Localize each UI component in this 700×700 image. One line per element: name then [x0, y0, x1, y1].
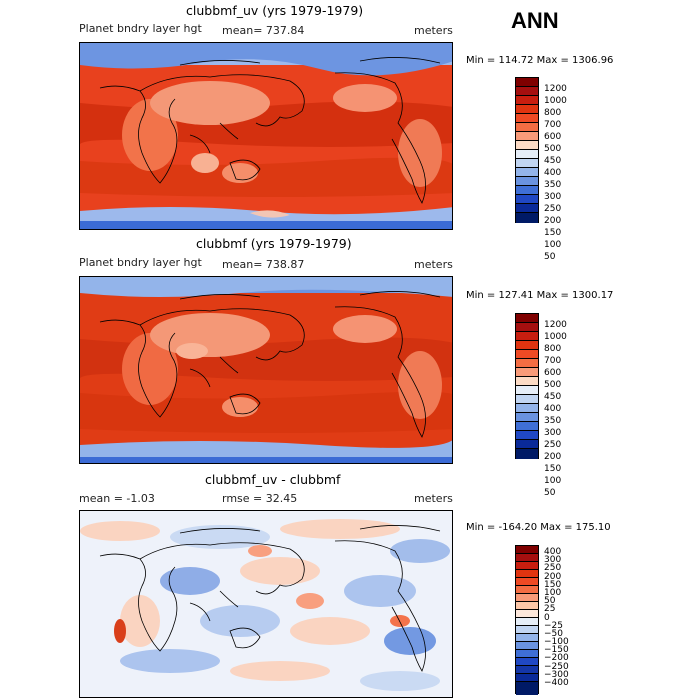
panel1-level: 200 [544, 216, 562, 226]
panel1-map [79, 42, 453, 230]
panel2-level: 450 [544, 392, 562, 402]
panel1-colorbar [515, 77, 539, 223]
panel1-level: 1000 [544, 96, 567, 106]
panel2-level: 100 [544, 476, 562, 486]
panel1-level: 100 [544, 240, 562, 250]
panel3-level: −150 [544, 645, 569, 656]
panel1-variable-label: Planet bndry layer hgt [79, 22, 202, 35]
panel1-minmax: Min = 114.72 Max = 1306.96 [466, 55, 614, 66]
panel1-level: 450 [544, 156, 562, 166]
panel2-colorbar-labels: 1200 1000 800 700 600 500 450 400 350 300 250 200 15… [544, 319, 567, 499]
panel2-map [79, 276, 453, 464]
panel2-level: 400 [544, 404, 562, 414]
panel1-level: 50 [544, 252, 556, 262]
panel1-level: 600 [544, 132, 562, 142]
panel3-level: −400 [544, 678, 569, 688]
panel2-colorbar [515, 313, 539, 459]
panel3-colorbar-labels: 400 300 250 200 150 100 50 25 0 −25 −50 −100 −150 −20… [544, 547, 569, 688]
panel2-level: 1200 [544, 320, 567, 330]
panel3-level: 250 [544, 563, 562, 574]
panel3-level: −25 [544, 620, 563, 631]
panel1-level: 1200 [544, 84, 567, 94]
panel3-level: −300 [544, 669, 569, 680]
panel3-map [79, 510, 453, 698]
panel3-level: 0 [544, 612, 550, 623]
panel1-level: 400 [544, 168, 562, 178]
panel2-level: 800 [544, 344, 562, 354]
panel1-level: 150 [544, 228, 562, 238]
panel3-colorbar [515, 545, 539, 695]
panel1-units: meters [414, 24, 453, 37]
panel2-level: 250 [544, 440, 562, 450]
panel1-level: 350 [544, 180, 562, 190]
panel1-title: clubbmf_uv (yrs 1979-1979) [186, 3, 364, 18]
panel3-title: clubbmf_uv - clubbmf [205, 472, 341, 487]
panel2-level: 1000 [544, 332, 567, 342]
panel2-minmax: Min = 127.41 Max = 1300.17 [466, 290, 614, 301]
panel3-level: −100 [544, 637, 569, 648]
panel2-units: meters [414, 258, 453, 271]
panel3-level: 50 [544, 596, 556, 607]
panel1-level: 300 [544, 192, 562, 202]
panel3-units: meters [414, 492, 453, 505]
panel2-mean: mean= 738.87 [222, 258, 305, 271]
panel3-level: 400 [544, 547, 562, 557]
panel3-rmse: rmse = 32.45 [222, 492, 298, 505]
panel3-level: −250 [544, 661, 569, 672]
panel2-level: 50 [544, 488, 556, 498]
panel2-level: 350 [544, 416, 562, 426]
panel3-level: 150 [544, 579, 562, 590]
panel1-level: 700 [544, 120, 562, 130]
panel3-level: 100 [544, 587, 562, 598]
panel2-level: 700 [544, 356, 562, 366]
panel1-level: 250 [544, 204, 562, 214]
panel2-level: 300 [544, 428, 562, 438]
panel3-minmax: Min = -164.20 Max = 175.10 [466, 522, 611, 533]
panel2-level: 200 [544, 452, 562, 462]
panel2-level: 500 [544, 380, 562, 390]
panel2-variable-label: Planet bndry layer hgt [79, 256, 202, 269]
panel1-level: 500 [544, 144, 562, 154]
panel3-level: −50 [544, 628, 563, 639]
panel2-title: clubbmf (yrs 1979-1979) [196, 236, 352, 251]
panel2-level: 600 [544, 368, 562, 378]
panel3-level: 200 [544, 571, 562, 582]
panel1-level: 800 [544, 108, 562, 118]
panel1-mean: mean= 737.84 [222, 24, 305, 37]
panel1-colorbar-labels: 1200 1000 800 700 600 500 450 400 350 300 250 200 15… [544, 83, 567, 263]
panel3-level: 25 [544, 604, 556, 615]
panel3-level: −200 [544, 653, 569, 664]
season-label: ANN [511, 8, 559, 33]
panel3-mean: mean = -1.03 [79, 492, 155, 505]
panel2-level: 150 [544, 464, 562, 474]
panel3-level: 300 [544, 555, 562, 566]
